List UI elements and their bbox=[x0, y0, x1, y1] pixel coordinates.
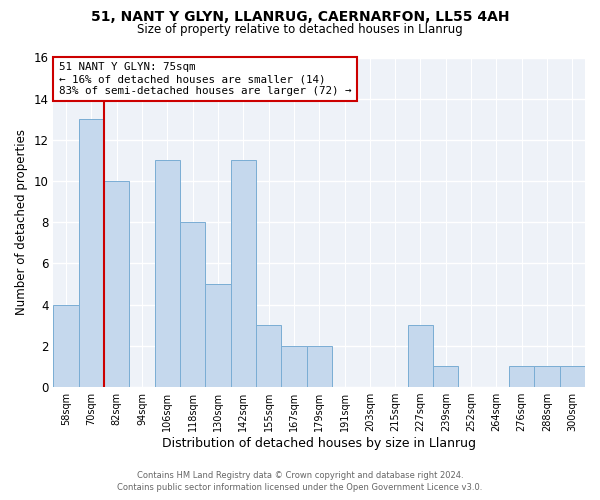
Text: Size of property relative to detached houses in Llanrug: Size of property relative to detached ho… bbox=[137, 22, 463, 36]
X-axis label: Distribution of detached houses by size in Llanrug: Distribution of detached houses by size … bbox=[162, 437, 476, 450]
Bar bbox=[53, 304, 79, 387]
Bar bbox=[104, 181, 130, 387]
Bar bbox=[307, 346, 332, 387]
Text: 51 NANT Y GLYN: 75sqm
← 16% of detached houses are smaller (14)
83% of semi-deta: 51 NANT Y GLYN: 75sqm ← 16% of detached … bbox=[59, 62, 351, 96]
Text: 51, NANT Y GLYN, LLANRUG, CAERNARFON, LL55 4AH: 51, NANT Y GLYN, LLANRUG, CAERNARFON, LL… bbox=[91, 10, 509, 24]
Bar bbox=[281, 346, 307, 387]
Bar bbox=[560, 366, 585, 387]
Bar bbox=[408, 326, 433, 387]
Bar bbox=[535, 366, 560, 387]
Bar bbox=[230, 160, 256, 387]
Bar bbox=[155, 160, 180, 387]
Bar bbox=[79, 120, 104, 387]
Bar bbox=[205, 284, 230, 387]
Text: Contains HM Land Registry data © Crown copyright and database right 2024.
Contai: Contains HM Land Registry data © Crown c… bbox=[118, 471, 482, 492]
Bar bbox=[180, 222, 205, 387]
Y-axis label: Number of detached properties: Number of detached properties bbox=[15, 130, 28, 316]
Bar bbox=[509, 366, 535, 387]
Bar bbox=[256, 326, 281, 387]
Bar bbox=[433, 366, 458, 387]
